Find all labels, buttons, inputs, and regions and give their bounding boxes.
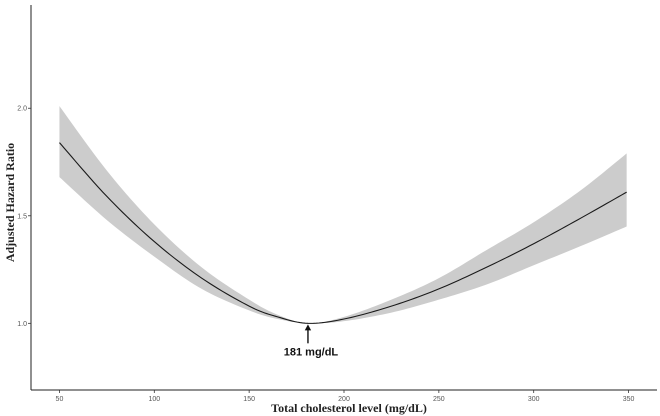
x-tick-label-0: 50 bbox=[56, 396, 64, 403]
x-tick-label-1: 100 bbox=[148, 396, 160, 403]
annotation-arrow-head-0 bbox=[304, 324, 312, 331]
hazard-ratio-curve-0 bbox=[59, 142, 627, 324]
x-tick-label-5: 300 bbox=[528, 396, 540, 403]
x-axis-title: Total cholesterol level (mg/dL) bbox=[271, 401, 427, 415]
x-tick-label-2: 150 bbox=[243, 396, 255, 403]
y-tick-label-0: 1.0 bbox=[17, 321, 27, 328]
confidence-band-0 bbox=[59, 106, 627, 324]
annotation-label-0: 181 mg/dL bbox=[284, 346, 339, 358]
x-tick-label-6: 350 bbox=[623, 396, 635, 403]
y-tick-label-2: 2.0 bbox=[17, 106, 27, 113]
x-tick-label-3: 200 bbox=[338, 396, 350, 403]
x-tick-label-4: 250 bbox=[433, 396, 445, 403]
y-axis-title: Adjusted Hazard Ratio bbox=[3, 143, 17, 262]
y-tick-label-1: 1.5 bbox=[17, 213, 27, 220]
